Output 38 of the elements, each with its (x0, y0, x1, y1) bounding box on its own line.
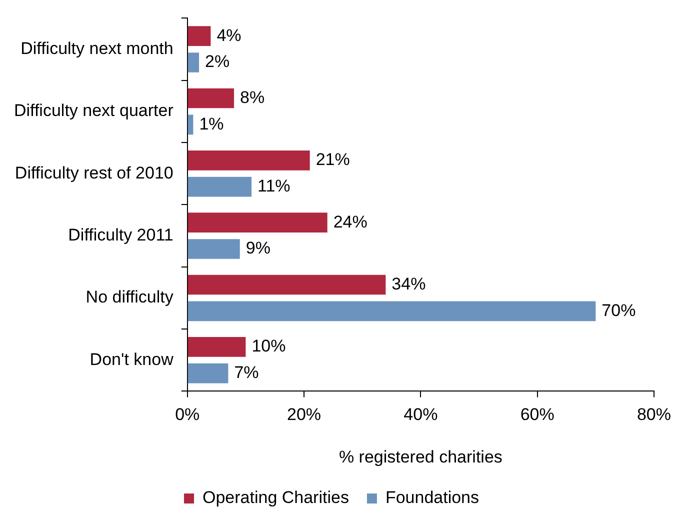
bar (188, 239, 240, 259)
legend-label: Foundations (385, 488, 480, 508)
data-label: 24% (333, 212, 368, 232)
data-label: 2% (205, 52, 230, 72)
data-label: 8% (240, 88, 265, 107)
x-tick-label: 20% (287, 405, 322, 424)
data-label: 1% (199, 114, 224, 134)
data-label: 11% (258, 176, 290, 196)
data-label: 7% (234, 363, 259, 382)
bar (188, 150, 310, 170)
data-label: 70% (602, 300, 636, 320)
y-tick-label: Don't know (90, 350, 174, 369)
data-label: 34% (392, 274, 426, 294)
data-label: 9% (246, 238, 270, 258)
y-tick-label: Difficulty next quarter (14, 101, 174, 120)
y-tick-label: No difficulty (86, 288, 174, 307)
legend-label: Operating Charities (202, 488, 349, 508)
y-tick-label: Difficulty rest of 2010 (14, 163, 174, 182)
y-tick-label: Difficulty 2011 (68, 225, 174, 244)
x-tick-label: 60% (520, 405, 554, 424)
bar (188, 274, 386, 295)
bar (188, 337, 246, 357)
data-label: 10% (252, 336, 286, 356)
y-tick-label: Difficulty next month (20, 38, 174, 58)
bar (188, 301, 596, 322)
data-label: 21% (316, 150, 350, 170)
bar (188, 88, 234, 108)
x-axis-title: % registered charities (338, 447, 502, 466)
bar (188, 114, 194, 135)
x-tick-label: 0% (175, 405, 200, 424)
data-label: 4% (216, 26, 242, 45)
x-tick-label: 40% (404, 405, 438, 424)
bar (188, 26, 211, 46)
bar (188, 52, 200, 72)
bar (188, 363, 228, 384)
x-tick-label: 80% (636, 405, 672, 424)
bar (188, 212, 328, 232)
bar (188, 176, 252, 197)
